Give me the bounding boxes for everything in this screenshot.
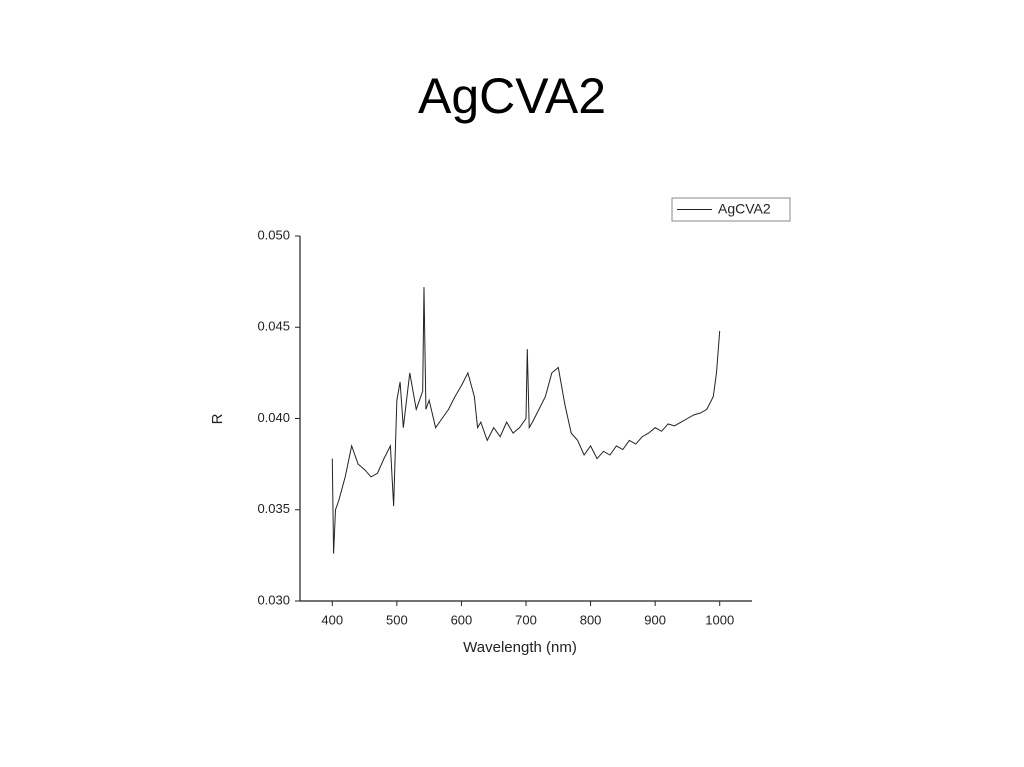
x-tick-label: 400: [321, 612, 343, 627]
x-tick-label: 700: [515, 612, 537, 627]
y-tick-label: 0.050: [257, 227, 290, 242]
y-tick-label: 0.045: [257, 319, 290, 334]
x-axis-label: Wavelength (nm): [463, 639, 577, 656]
y-tick-label: 0.035: [257, 501, 290, 516]
legend-label: AgCVA2: [718, 201, 771, 217]
data-line: [331, 287, 721, 554]
x-tick-label: 500: [386, 612, 408, 627]
x-tick-label: 1000: [705, 612, 734, 627]
x-tick-label: 900: [644, 612, 666, 627]
y-axis-label: R: [209, 413, 226, 424]
y-tick-label: 0.040: [257, 410, 290, 425]
legend-box: [671, 197, 791, 222]
slide-title: AgCVA2: [418, 68, 606, 124]
x-tick-label: 800: [580, 612, 602, 627]
x-tick-label: 600: [451, 612, 473, 627]
y-tick-label: 0.030: [257, 592, 290, 607]
